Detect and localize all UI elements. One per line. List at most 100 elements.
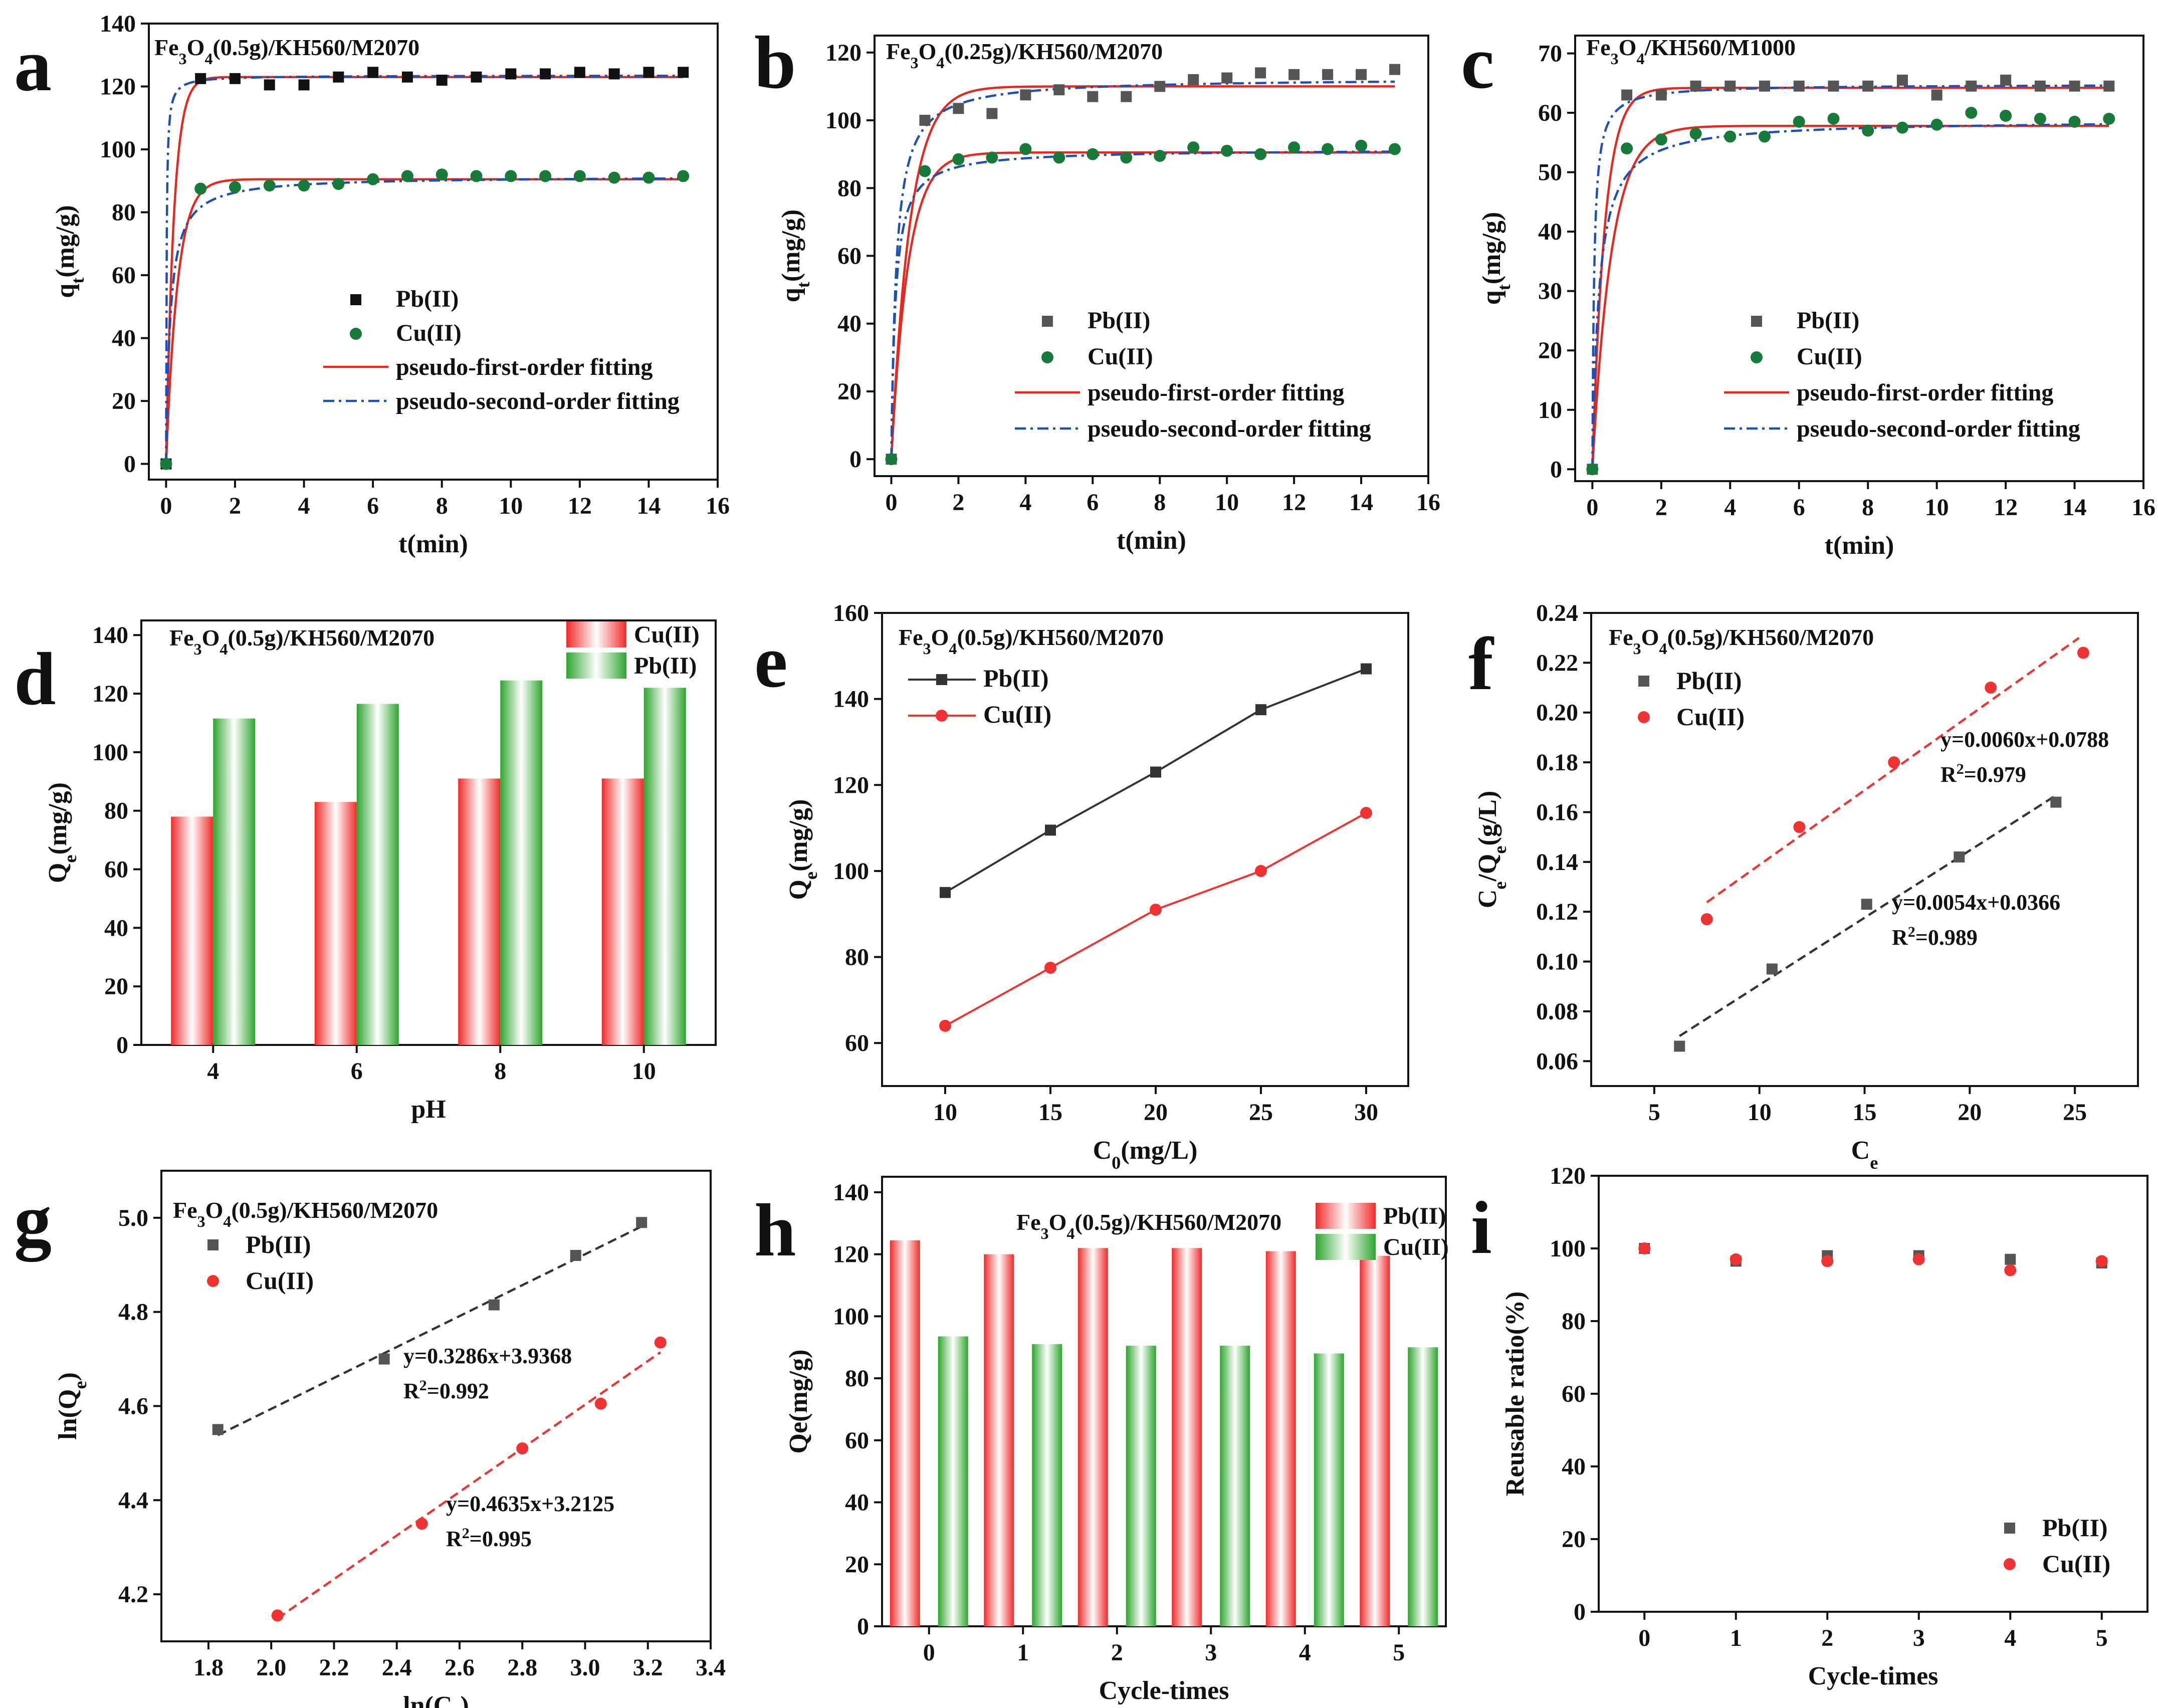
y-tick-label: 50 bbox=[1538, 159, 1562, 186]
data-point-circle bbox=[401, 170, 413, 182]
legend-marker bbox=[936, 674, 947, 685]
panel-title-part: Fe bbox=[1609, 624, 1633, 650]
y-tick-label: 0.18 bbox=[1536, 749, 1578, 776]
x-axis-label: t(min) bbox=[398, 530, 468, 558]
y-axis-label: qt(mg/g) bbox=[1477, 212, 1514, 305]
linear-fit-line bbox=[1679, 794, 2057, 1037]
x-tick-label: 0 bbox=[923, 1639, 935, 1666]
x-axis-label-part: 0 bbox=[1112, 1153, 1121, 1173]
data-point-circle bbox=[1288, 141, 1301, 154]
data-point-circle bbox=[1638, 1242, 1651, 1254]
x-tick-label: 12 bbox=[568, 493, 592, 519]
x-tick-label: 0 bbox=[885, 489, 897, 516]
x-axis-label-part: t(min) bbox=[1825, 531, 1894, 560]
panel-title-part: 4 bbox=[204, 50, 212, 68]
y-axis-label-part: q bbox=[777, 288, 805, 302]
fit-r-squared: R2=0.979 bbox=[1940, 761, 2026, 787]
panel-title: Fe3O4(0.5g)/KH560/M2070 bbox=[169, 625, 435, 658]
panel-title-part: O bbox=[205, 1197, 224, 1223]
y-tick-label: 120 bbox=[833, 772, 869, 798]
y-tick-label: 140 bbox=[833, 686, 869, 713]
y-tick-label: 0 bbox=[849, 446, 861, 473]
x-tick-label: 5 bbox=[1648, 1099, 1660, 1126]
bar-Cu(II) bbox=[1314, 1353, 1344, 1626]
legend-marker bbox=[1751, 316, 1762, 327]
data-point-square bbox=[401, 71, 413, 83]
data-point-circle bbox=[1053, 151, 1065, 164]
data-point-square bbox=[1154, 81, 1166, 92]
x-axis-label-part: ln(C bbox=[403, 1691, 452, 1708]
x-tick-label: 10 bbox=[933, 1099, 957, 1126]
data-point-square bbox=[1087, 91, 1099, 102]
data-point-circle bbox=[1087, 148, 1099, 160]
data-point-square bbox=[1356, 69, 1367, 80]
legend-label: Cu(II) bbox=[1088, 343, 1153, 370]
panel-title-part: Fe bbox=[154, 35, 179, 60]
y-axis-label-part: C bbox=[1473, 890, 1502, 909]
y-axis-label: ln(Qe) bbox=[54, 1372, 90, 1440]
r2-part: R bbox=[403, 1379, 420, 1403]
data-point-square bbox=[1288, 69, 1300, 80]
panel-f: 0.06 0.08 0.10 0.12 0.14 0.16 0.18 0.20 0.22 0.24… bbox=[1468, 600, 2139, 1173]
legend-label: Cu(II) bbox=[246, 1266, 314, 1295]
data-point-square bbox=[608, 68, 620, 80]
legend-label: Cu(II) bbox=[983, 700, 1051, 728]
data-point-circle bbox=[919, 165, 931, 177]
y-axis-label-part: ) bbox=[54, 1372, 82, 1381]
panel-letter: b bbox=[754, 21, 796, 104]
data-point-square bbox=[1862, 80, 1874, 92]
data-point-circle bbox=[1355, 139, 1368, 152]
y-tick-label: 80 bbox=[1562, 1308, 1586, 1335]
data-point-square bbox=[2034, 80, 2046, 92]
plot-area bbox=[1591, 84, 2109, 470]
legend-marker bbox=[1638, 711, 1650, 723]
fit-equation: y=0.0054x+0.0366 bbox=[1892, 890, 2060, 915]
x-axis-label: t(min) bbox=[1117, 526, 1186, 555]
legend-label: Pb(II) bbox=[1088, 307, 1150, 334]
panel-title-part: 4 bbox=[220, 640, 228, 658]
y-axis-label: Ce/Qe(g/L) bbox=[1473, 791, 1510, 909]
panel-title-part: Fe bbox=[886, 39, 911, 64]
x-tick-label: 2 bbox=[1111, 1639, 1123, 1666]
x-axis-label: t(min) bbox=[1825, 531, 1894, 560]
plot-frame bbox=[881, 612, 1409, 1087]
bar-Cu(II) bbox=[1220, 1346, 1250, 1626]
x-tick-label: 4 bbox=[1019, 489, 1031, 516]
panel-letter: g bbox=[14, 1179, 52, 1262]
series-line bbox=[945, 812, 1367, 1027]
x-tick-label: 10 bbox=[1925, 494, 1949, 521]
data-point-square bbox=[1121, 91, 1132, 102]
x-tick-label: 30 bbox=[1354, 1099, 1378, 1126]
fit-curve-pfo bbox=[890, 151, 1395, 460]
y-tick-label: 20 bbox=[837, 378, 861, 405]
data-point-circle bbox=[1689, 127, 1702, 140]
x-tick-label: 20 bbox=[1958, 1099, 1982, 1126]
x-tick-label: 1 bbox=[1017, 1639, 1029, 1666]
data-point-square bbox=[2050, 796, 2062, 808]
fit-curve-pso bbox=[165, 74, 684, 464]
data-point-square bbox=[471, 71, 482, 83]
r2-part: 2 bbox=[1908, 924, 1915, 940]
x-axis-label-part: ) bbox=[461, 1691, 469, 1708]
legend-label: Pb(II) bbox=[1676, 667, 1742, 695]
panel-title-part: (0.5g)/KH560/M2070 bbox=[212, 35, 419, 60]
r2-part: =0.979 bbox=[1964, 762, 2026, 787]
data-point-square bbox=[540, 68, 551, 80]
data-point-circle bbox=[1655, 133, 1667, 146]
panel-title-part: Fe bbox=[899, 624, 923, 650]
data-point-circle bbox=[1255, 865, 1267, 877]
y-tick-label: 40 bbox=[112, 325, 136, 352]
data-point-square bbox=[1793, 80, 1805, 92]
legend-marker bbox=[207, 1239, 219, 1250]
panel-letter: i bbox=[1471, 1186, 1492, 1269]
y-tick-label: 0 bbox=[1574, 1599, 1586, 1625]
data-point-square bbox=[953, 103, 964, 114]
panel-title-part: Fe bbox=[169, 625, 194, 651]
data-point-square bbox=[1389, 64, 1401, 75]
data-point-square bbox=[1724, 80, 1736, 92]
y-tick-label: 40 bbox=[837, 311, 861, 337]
